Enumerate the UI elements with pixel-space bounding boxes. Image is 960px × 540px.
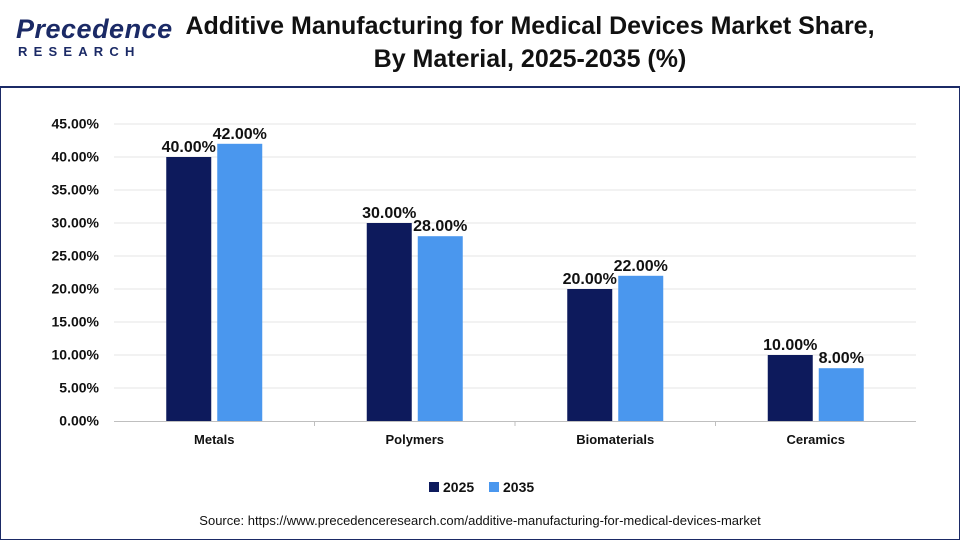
header: Precedence RESEARCH Additive Manufacturi… (0, 0, 960, 86)
chart-title-line-1: Additive Manufacturing for Medical Devic… (185, 12, 875, 40)
bar-2025-ceramics (767, 355, 813, 421)
chart-title: Additive Manufacturing for Medical Devic… (170, 10, 890, 76)
legend-swatch-2025 (429, 482, 439, 492)
x-tick-label: Biomaterials (576, 432, 654, 447)
y-tick-label: 30.00% (52, 215, 100, 231)
legend-label-2025: 2025 (443, 479, 474, 495)
data-label: 10.00% (763, 337, 817, 354)
source-note: Source: https://www.precedenceresearch.c… (199, 513, 761, 528)
bar-2025-metals (166, 157, 212, 421)
logo-subtitle: RESEARCH (18, 44, 141, 59)
y-tick-label: 15.00% (52, 314, 100, 330)
bar-2035-ceramics (818, 368, 864, 421)
x-tick-label: Polymers (385, 432, 444, 447)
bar-2025-biomaterials (567, 289, 613, 421)
legend-swatch-2035 (489, 482, 499, 492)
data-label: 40.00% (162, 139, 216, 156)
header-divider (0, 86, 960, 88)
x-tick-label: Ceramics (786, 432, 845, 447)
y-tick-label: 40.00% (52, 149, 100, 165)
y-tick-label: 35.00% (52, 182, 100, 198)
y-tick-label: 45.00% (52, 116, 100, 132)
bar-2035-metals (217, 143, 263, 422)
data-label: 28.00% (413, 218, 467, 235)
data-label: 20.00% (563, 271, 617, 288)
data-label: 30.00% (362, 205, 416, 222)
y-tick-label: 5.00% (59, 380, 99, 396)
y-tick-label: 20.00% (52, 281, 100, 297)
y-tick-label: 0.00% (59, 413, 99, 429)
bar-2035-biomaterials (618, 275, 664, 421)
bar-2035-polymers (417, 236, 463, 421)
logo-wordmark: Precedence (16, 14, 173, 44)
y-tick-label: 10.00% (52, 347, 100, 363)
chart-title-line-2: By Material, 2025-2035 (%) (373, 45, 687, 73)
data-label: 8.00% (819, 350, 864, 367)
precedence-research-logo: Precedence RESEARCH (16, 14, 172, 64)
bar-chart: 0.00% 5.00% 10.00% 15.00% 20.00% 25.00% 30.00%… (52, 116, 916, 495)
bar-2025-polymers (366, 223, 412, 421)
data-label: 42.00% (213, 126, 267, 143)
legend-label-2035: 2035 (503, 479, 534, 495)
x-tick-label: Metals (194, 432, 234, 447)
data-label: 22.00% (614, 258, 668, 275)
y-tick-label: 25.00% (52, 248, 100, 264)
